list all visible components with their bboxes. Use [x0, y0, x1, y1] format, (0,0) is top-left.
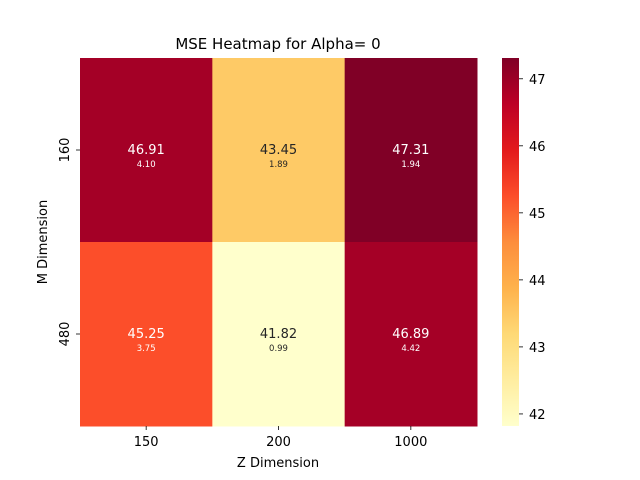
cell-std-label: 1.94 — [401, 160, 420, 170]
cell-std-label: 0.99 — [269, 344, 288, 354]
heatmap-cells — [80, 58, 478, 427]
colorbar-tick-label: 46 — [529, 140, 546, 155]
heatmap-cell — [212, 58, 346, 243]
x-axis: 150 200 1000 — [134, 426, 427, 450]
cell-value-label: 46.89 — [392, 327, 429, 342]
x-tick-label: 200 — [266, 435, 291, 450]
y-tick-label: 160 — [58, 138, 73, 163]
cell-value-label: 41.82 — [260, 327, 297, 342]
heatmap-cell-labels: 46.91 4.10 43.45 1.89 47.31 1.94 45.25 3.75 41.8… — [128, 143, 430, 354]
y-axis-label: M Dimension — [36, 200, 51, 284]
heatmap-cell — [344, 242, 478, 427]
cell-value-label: 43.45 — [260, 143, 297, 158]
colorbar-tick-label: 44 — [529, 274, 546, 289]
heatmap-cell — [212, 242, 346, 427]
cell-std-label: 4.42 — [401, 344, 420, 354]
colorbar-ticks: 42 43 44 45 46 47 — [519, 73, 546, 423]
heatmap-cell — [80, 58, 213, 243]
cell-value-label: 46.91 — [128, 143, 165, 158]
x-axis-label: Z Dimension — [237, 456, 319, 471]
cell-value-label: 47.31 — [392, 143, 429, 158]
heatmap-cell — [344, 58, 478, 243]
colorbar-tick-label: 45 — [529, 207, 546, 222]
x-tick-label: 150 — [134, 435, 159, 450]
heatmap-cell — [80, 242, 213, 427]
cell-std-label: 3.75 — [137, 344, 156, 354]
chart-title: MSE Heatmap for Alpha= 0 — [175, 35, 380, 53]
cell-std-label: 4.10 — [137, 160, 156, 170]
colorbar — [502, 58, 519, 426]
x-tick-label: 1000 — [394, 435, 427, 450]
y-axis: 160 480 — [58, 138, 80, 347]
cell-value-label: 45.25 — [128, 327, 165, 342]
y-tick-label: 480 — [58, 322, 73, 347]
cell-std-label: 1.89 — [269, 160, 288, 170]
colorbar-tick-label: 43 — [529, 341, 546, 356]
colorbar-tick-label: 42 — [529, 408, 546, 423]
colorbar-tick-label: 47 — [529, 73, 546, 88]
